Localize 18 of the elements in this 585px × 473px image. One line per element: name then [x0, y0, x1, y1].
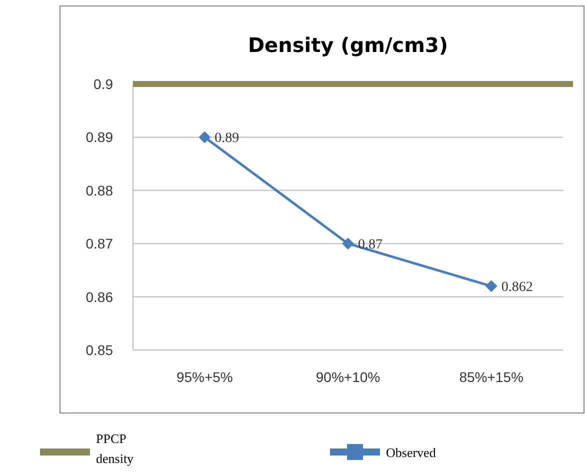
data-label: 0.89: [214, 131, 240, 146]
point: [198, 131, 211, 144]
y-tick-label: 0.87: [86, 236, 114, 252]
chart-title: Density (gm/cm3): [248, 33, 448, 57]
y-tick-label: 0.88: [86, 182, 114, 198]
data-label: 0.87: [358, 238, 382, 253]
point: [342, 238, 354, 250]
y-tick-label: 0.9: [94, 76, 114, 92]
legend-label: PPCP density: [96, 431, 134, 466]
y-tick-label: 0.89: [86, 129, 114, 146]
x-tick-label: 95%+5%: [176, 369, 233, 385]
legend-label: Observed: [386, 445, 436, 460]
x-tick-label: 90%+10%: [316, 369, 380, 385]
y-tick-label: 0.86: [86, 288, 114, 305]
point: [485, 280, 498, 292]
x-tick-label: 85%+15%: [459, 369, 524, 385]
data-label: 0.862: [501, 280, 533, 296]
y-tick-label: 0.85: [86, 342, 114, 358]
